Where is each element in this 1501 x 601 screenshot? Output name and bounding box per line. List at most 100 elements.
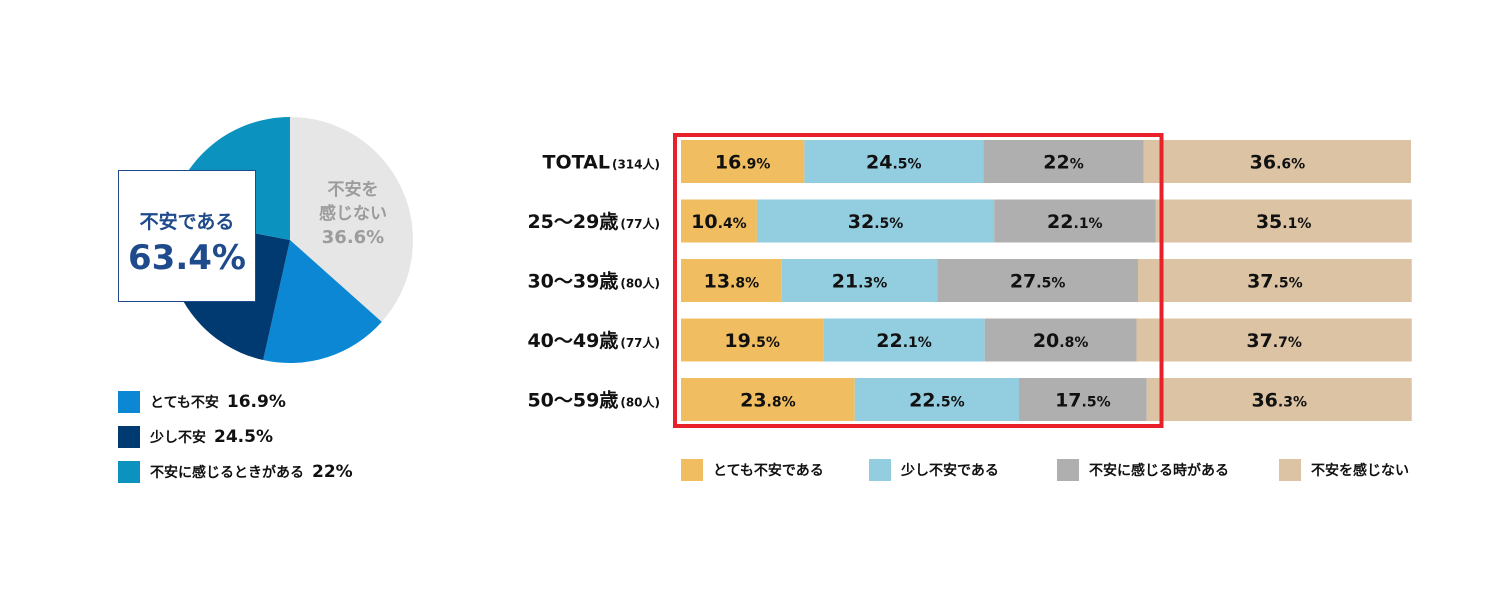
bar-value-label: 17.5% [1055, 390, 1111, 412]
pie-rest-label-line1: 不安を [327, 180, 379, 200]
bar-segment [681, 378, 855, 421]
bar-value-main: 36 [1251, 390, 1277, 412]
bar-legend-swatch [1279, 459, 1301, 481]
pie-legend: とても不安 16.9% 少し不安 24.5% 不安に感じるときがある 22% [118, 390, 353, 495]
bar-value-label: 22.1% [1047, 211, 1103, 233]
bar-segment [1155, 199, 1412, 243]
pie-rest-label-line2: 感じない [319, 204, 387, 224]
bar-value-suffix: % [1070, 157, 1084, 173]
category-name: 30～39歳 [527, 271, 618, 293]
bar-legend: とても不安である 少し不安である 不安に感じる時がある 不安を感じない [681, 459, 1467, 481]
bar-value-main: 36 [1250, 152, 1276, 174]
pie-slice [290, 117, 413, 322]
bar-value-main: 37 [1246, 330, 1272, 352]
pie-legend-swatch [118, 461, 140, 483]
bar-value-label: 22.1% [876, 330, 932, 352]
bar-value-suffix: .3% [1278, 395, 1307, 411]
bar-value-main: 27 [1010, 271, 1036, 293]
pie-slice [263, 240, 382, 363]
bar-value-label: 27.5% [1010, 271, 1066, 293]
category-count: (77人) [620, 216, 660, 231]
pie-rest-value: 36.6% [321, 227, 385, 248]
category-count: (80人) [620, 395, 660, 410]
pie-callout-label: 不安である [139, 211, 235, 233]
bar-value-suffix: .8% [767, 395, 796, 411]
bar-segment [681, 140, 805, 183]
bar-value-main: 16 [715, 152, 741, 174]
bar-legend-label: 少し不安である [901, 463, 999, 479]
pie-legend-item: 不安に感じるときがある 22% [118, 460, 353, 484]
bar-value-label: 16.9% [715, 152, 771, 174]
bar-value-label: 32.5% [848, 211, 904, 233]
bar-segment [854, 378, 1019, 421]
bar-value-suffix: .6% [1276, 157, 1305, 173]
bar-value-suffix: .5% [874, 216, 903, 232]
category-label: 50～59歳 (80人) [527, 390, 660, 412]
bar-legend-item: 少し不安である [869, 459, 1057, 481]
bar-value-suffix: .9% [741, 157, 770, 173]
bar-value-label: 36.6% [1250, 152, 1306, 174]
bar-legend-item: 不安に感じる時がある [1057, 459, 1279, 481]
category-name: 25～29歳 [527, 211, 618, 233]
bar-value-main: 19 [724, 330, 750, 352]
category-label: 25～29歳 (77人) [527, 211, 660, 233]
category-count: (77人) [620, 335, 660, 350]
bar-value-main: 21 [832, 271, 858, 293]
bar-legend-label: とても不安である [713, 463, 824, 479]
bar-value-suffix: .1% [1074, 216, 1103, 232]
bar-value-label: 23.8% [740, 390, 796, 412]
bar-legend-item: 不安を感じない [1279, 459, 1467, 481]
bar-legend-label: 不安に感じる時がある [1089, 463, 1229, 479]
bar-legend-swatch [681, 459, 703, 481]
pie-legend-label: 少し不安 [150, 430, 206, 446]
bar-value-main: 10 [691, 211, 717, 233]
pie-legend-item: 少し不安 24.5% [118, 425, 353, 449]
bar-value-label: 37.7% [1246, 330, 1302, 352]
pie-callout-value: 63.4% [128, 238, 246, 278]
pie-legend-value: 22% [312, 462, 353, 482]
bar-value-suffix: .3% [858, 276, 887, 292]
bar-value-suffix: .1% [903, 335, 932, 351]
bar-segment [1018, 378, 1147, 421]
bar-value-label: 36.3% [1251, 390, 1307, 412]
bar-value-main: 35 [1256, 211, 1282, 233]
bar-value-main: 37 [1247, 271, 1273, 293]
pie-legend-label: 不安に感じるときがある [150, 465, 304, 481]
bar-legend-swatch [869, 459, 891, 481]
bar-value-label: 22% [1043, 152, 1083, 174]
bar-value-label: 10.4% [691, 211, 747, 233]
bar-segment [756, 199, 995, 243]
bar-segment [1143, 140, 1411, 183]
bar-value-suffix: .5% [1274, 276, 1303, 292]
bar-value-main: 24 [866, 152, 892, 174]
bar-legend-label: 不安を感じない [1311, 463, 1409, 479]
bar-segment [983, 140, 1144, 183]
bar-segment [994, 199, 1156, 243]
pie-legend-value: 24.5% [214, 427, 273, 447]
bar-value-label: 21.3% [832, 271, 888, 293]
bar-value-label: 13.8% [704, 271, 760, 293]
bar-value-suffix: .7% [1273, 335, 1302, 351]
bar-value-label: 24.5% [866, 152, 922, 174]
bar-segment [937, 259, 1138, 302]
bar-segment [1136, 318, 1412, 362]
category-name: 40～49歳 [527, 330, 618, 352]
pie-legend-value: 16.9% [226, 392, 286, 412]
bar-value-suffix: .5% [936, 395, 965, 411]
bar-value-main: 22 [1043, 152, 1069, 174]
category-label: 30～39歳 (80人) [527, 271, 660, 293]
bar-value-suffix: .5% [1082, 395, 1111, 411]
bar-value-main: 17 [1055, 390, 1081, 412]
bar-legend-item: とても不安である [681, 459, 869, 481]
category-label: TOTAL (314人) [543, 152, 660, 174]
bar-value-main: 22 [876, 330, 902, 352]
bar-segment [681, 318, 824, 362]
pie-rest-label: 不安を 感じない 36.6% [308, 178, 398, 250]
bar-value-main: 13 [704, 271, 730, 293]
category-name: 50～59歳 [527, 390, 618, 412]
pie-legend-item: とても不安 16.9% [118, 390, 353, 414]
category-count: (80人) [620, 276, 660, 291]
pie-legend-swatch [118, 426, 140, 448]
highlight-box [673, 133, 1164, 428]
